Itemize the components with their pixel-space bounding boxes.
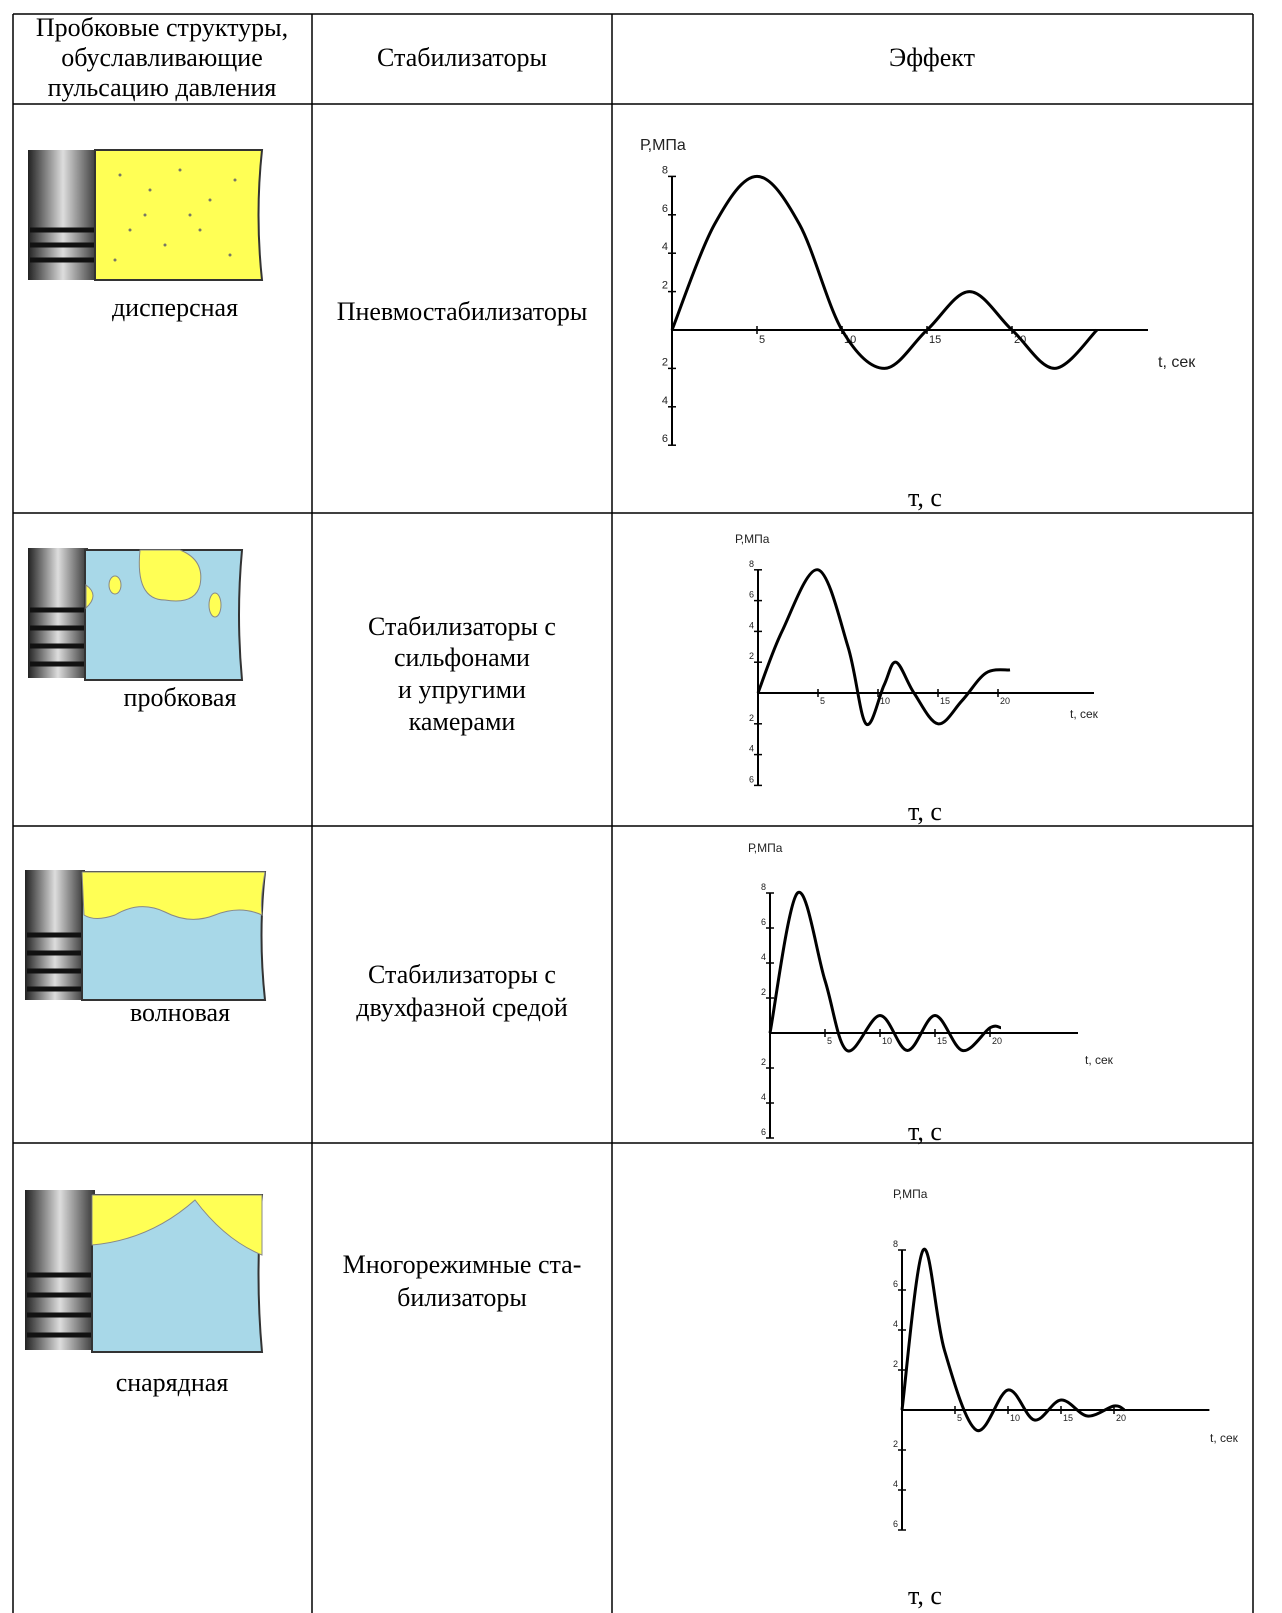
x-tick-label: 15	[940, 696, 950, 706]
y-tick-label: 6	[893, 1279, 898, 1289]
x-axis-label: t, сек	[1070, 707, 1099, 721]
y-tick-label: 8	[749, 559, 754, 569]
x-tick-label: 15	[929, 334, 941, 346]
stabilizer-label: Стабилизаторы с	[368, 960, 556, 989]
page: Пробковые структуры, обуславливающие пул…	[0, 0, 1282, 1613]
x-axis-label: t, сек	[1158, 354, 1196, 371]
y-tick-label: 4	[761, 1092, 766, 1102]
y-tick-label: 6	[761, 1127, 766, 1137]
y-tick-label: 2	[761, 1057, 766, 1067]
y-tick-label: 4	[893, 1479, 898, 1489]
y-tick-label: 4	[749, 744, 754, 754]
y-tick-label: 4	[749, 620, 754, 630]
y-tick-label: 2	[749, 651, 754, 661]
pipe-dispersed	[28, 150, 262, 280]
x-tick-label: 15	[937, 1036, 947, 1046]
y-tick-label: 2	[761, 987, 766, 997]
stabilizer-label: Многорежимные ста-	[343, 1250, 582, 1279]
chart-caption: т, с	[908, 797, 942, 826]
x-tick-label: 5	[957, 1413, 962, 1423]
structure-label: дисперсная	[112, 293, 238, 322]
y-tick-label: 4	[893, 1319, 898, 1329]
y-tick-label: 6	[662, 203, 668, 215]
header-cell: Эффект	[889, 43, 975, 72]
x-axis-label: t, сек	[1085, 1053, 1114, 1067]
x-tick-label: 20	[1116, 1413, 1126, 1423]
y-tick-label: 2	[749, 713, 754, 723]
x-tick-label: 5	[820, 696, 825, 706]
header-cell: Пробковые структуры,	[36, 13, 288, 42]
chart-caption: т, с	[908, 483, 942, 512]
y-axis-label: Р,МПа	[748, 841, 783, 855]
y-tick-label: 8	[893, 1239, 898, 1249]
curve	[672, 176, 1097, 368]
y-tick-label: 2	[662, 356, 668, 368]
stabilizer-label: Стабилизаторы с	[368, 612, 556, 641]
y-axis-label: Р,МПа	[640, 137, 686, 154]
stabilizer-label: Пневмостабилизаторы	[337, 297, 588, 326]
x-tick-label: 5	[827, 1036, 832, 1046]
y-tick-label: 4	[662, 241, 668, 253]
header-cell: Стабилизаторы	[377, 43, 547, 72]
x-tick-label: 20	[992, 1036, 1002, 1046]
x-tick-label: 20	[1000, 696, 1010, 706]
curve	[770, 892, 1001, 1051]
y-axis-label: Р,МПа	[735, 532, 770, 546]
y-tick-label: 6	[749, 774, 754, 784]
x-axis-label: t, сек	[1210, 1431, 1239, 1445]
structure-label: пробковая	[124, 683, 237, 712]
structure-label: снарядная	[116, 1368, 229, 1397]
y-tick-label: 6	[662, 433, 668, 445]
stabilizer-label: сильфонами	[394, 643, 530, 672]
header-cell: обуславливающие	[61, 43, 263, 72]
y-tick-label: 6	[761, 917, 766, 927]
stabilizer-label: и упругими	[398, 675, 526, 704]
y-tick-label: 4	[761, 952, 766, 962]
x-tick-label: 10	[1010, 1413, 1020, 1423]
y-tick-label: 8	[761, 882, 766, 892]
x-tick-label: 10	[882, 1036, 892, 1046]
chart-caption: т, с	[908, 1117, 942, 1146]
header-cell: пульсацию давления	[48, 73, 277, 102]
document: Пробковые структуры, обуславливающие пул…	[0, 0, 1282, 1613]
y-tick-label: 4	[662, 395, 668, 407]
stabilizer-label: камерами	[409, 707, 516, 736]
structure-label: волновая	[130, 998, 230, 1027]
y-tick-label: 6	[749, 590, 754, 600]
chart-caption: т, с	[908, 1581, 942, 1610]
y-tick-label: 2	[662, 280, 668, 292]
x-tick-label: 5	[759, 334, 765, 346]
stabilizer-label: билизаторы	[397, 1283, 527, 1312]
y-tick-label: 2	[893, 1439, 898, 1449]
x-tick-label: 15	[1063, 1413, 1073, 1423]
curve	[902, 1249, 1125, 1431]
pipe-slug	[25, 1190, 262, 1352]
y-tick-label: 8	[662, 164, 668, 176]
pipe-wave	[25, 870, 265, 1000]
y-tick-label: 6	[893, 1519, 898, 1529]
x-tick-label: 10	[880, 696, 890, 706]
y-tick-label: 2	[893, 1359, 898, 1369]
stabilizer-label: двухфазной средой	[356, 993, 568, 1022]
pipe-plug	[28, 548, 242, 680]
y-axis-label: Р,МПа	[893, 1187, 928, 1201]
